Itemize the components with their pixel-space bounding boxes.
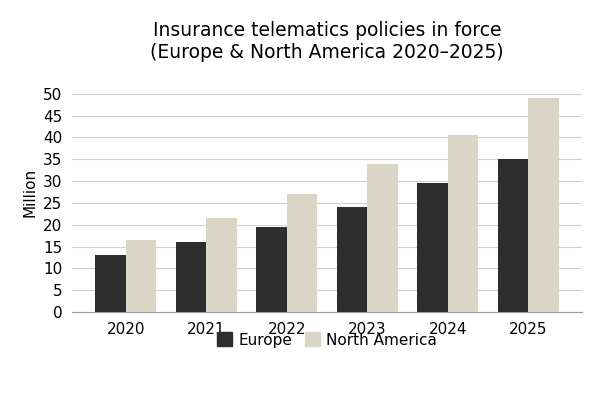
Bar [256, 227, 287, 312]
Bar [528, 98, 559, 312]
Bar [448, 135, 478, 312]
Bar [497, 159, 528, 312]
Title: Insurance telematics policies in force
(Europe & North America 2020–2025): Insurance telematics policies in force (… [150, 21, 504, 62]
Bar [337, 207, 367, 312]
Bar [126, 240, 157, 312]
Legend: Europe, North America: Europe, North America [217, 332, 437, 348]
Y-axis label: Million: Million [22, 168, 37, 216]
Bar [287, 194, 317, 312]
Bar [367, 164, 398, 312]
Bar [176, 242, 206, 312]
Bar [206, 218, 237, 312]
Bar [417, 183, 448, 312]
Bar [95, 255, 126, 312]
